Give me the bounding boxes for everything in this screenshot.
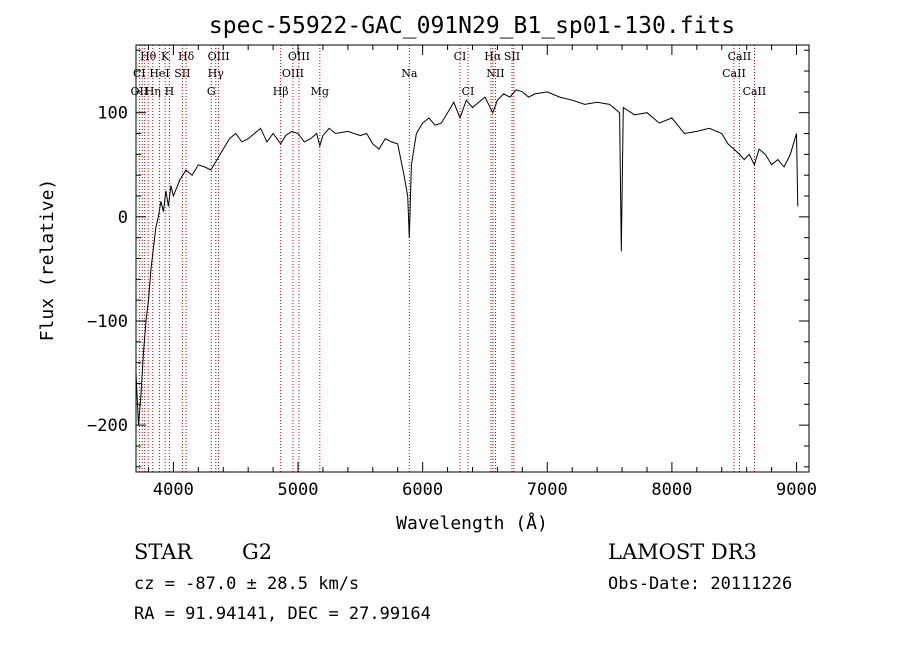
class-label: STAR [134,540,193,564]
line-label: Hβ [273,85,289,98]
x-tick-label: 9000 [776,480,817,500]
line-label: SII [504,50,520,63]
line-label: G [207,85,216,98]
line-label: CI [133,67,146,80]
y-tick-label: 0 [118,208,128,228]
plot-frame [135,44,810,473]
line-label: OIII [288,50,310,63]
x-tick-label: 6000 [402,480,443,500]
survey-label: LAMOST DR3 [608,540,757,564]
line-label: Hη [145,85,161,98]
y-axis: −200 −100 0 100 [87,49,809,468]
line-label: CI [454,50,467,63]
line-label: H [165,85,175,98]
line-label: SII [174,67,190,80]
line-label: CaII [722,67,746,80]
line-label: Hα [484,50,502,63]
redshift-value: cz = -87.0 ± 28.5 km/s [134,574,359,594]
line-label: NII [486,67,504,80]
line-label: HeI [149,67,169,80]
line-label: Na [401,67,418,80]
y-tick-label: −200 [87,416,128,436]
line-label: Mg [311,85,329,98]
x-axis: 4000 5000 6000 7000 8000 9000 [147,45,817,500]
x-tick-label: 8000 [651,480,692,500]
spectrum-line [135,89,799,426]
line-label: Hθ [140,50,157,63]
line-label: CaII [728,50,752,63]
line-label: OIII [282,67,304,80]
line-markers [138,45,755,472]
y-tick-label: 100 [97,104,128,124]
y-tick-label: −100 [87,312,128,332]
line-label: OIII [208,50,230,63]
x-tick-label: 4000 [153,480,194,500]
line-label: Hδ [178,50,195,63]
obs-date: Obs-Date: 20111226 [608,574,792,594]
x-tick-label: 7000 [527,480,568,500]
x-axis-label: Wavelength (Å) [396,512,548,534]
line-label: CaII [743,85,767,98]
y-axis-label: Flux (relative) [37,179,58,342]
coordinates: RA = 91.94141, DEC = 27.99164 [134,604,431,624]
subclass-label: G2 [242,540,272,564]
line-label: K [161,50,170,63]
line-label: CI [462,85,475,98]
x-tick-label: 5000 [278,480,319,500]
chart-title: spec-55922-GAC_091N29_B1_sp01-130.fits [209,13,735,39]
line-label: Hγ [208,67,225,80]
